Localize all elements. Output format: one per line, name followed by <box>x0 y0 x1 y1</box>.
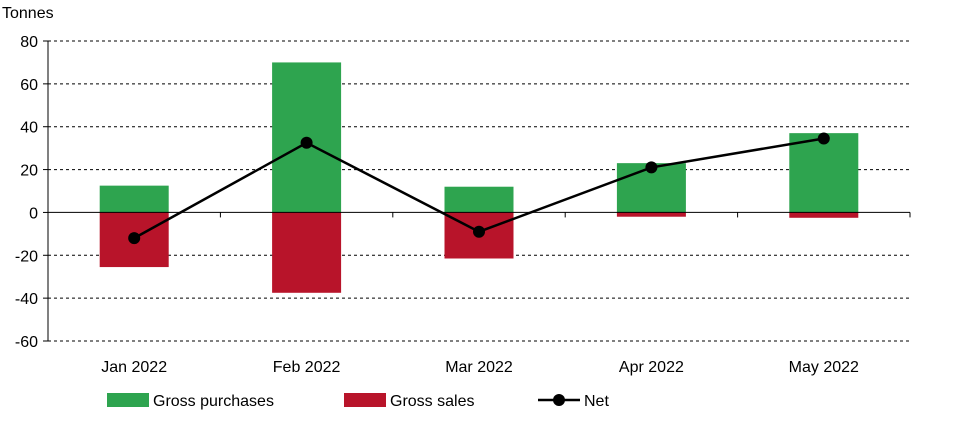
bar-gross-sales <box>272 212 342 293</box>
net-line <box>128 132 830 245</box>
net-point <box>128 232 141 245</box>
y-axis-ticks: 80 60 40 20 0 -20 -40 -60 <box>15 34 48 351</box>
net-point <box>645 161 658 174</box>
bar-gross-sales <box>789 212 859 218</box>
axes <box>47 41 911 341</box>
x-tick-label: May 2022 <box>789 359 859 376</box>
legend-label-gross-sales: Gross sales <box>390 393 474 410</box>
bars <box>99 62 859 293</box>
x-tick-label: Feb 2022 <box>273 359 341 376</box>
bar-gross-purchases <box>789 133 859 213</box>
net-point <box>817 132 830 145</box>
y-tick-label: 60 <box>20 77 38 94</box>
y-axis-label: Tonnes <box>2 5 54 22</box>
legend-swatch-gross-sales <box>344 393 386 407</box>
bar-gross-sales <box>616 212 686 217</box>
y-tick-label: 0 <box>29 205 38 222</box>
x-tick-label: Jan 2022 <box>101 359 167 376</box>
legend-label-net: Net <box>584 393 609 410</box>
legend-swatch-gross-purchases <box>107 393 149 407</box>
x-tick-label: Mar 2022 <box>445 359 513 376</box>
y-tick-label: -20 <box>15 248 38 265</box>
bar-gross-purchases <box>444 186 514 213</box>
legend-label-gross-purchases: Gross purchases <box>153 393 274 410</box>
x-axis-labels: Jan 2022 Feb 2022 Mar 2022 Apr 2022 May 2022 <box>101 359 859 376</box>
y-tick-label: 20 <box>20 163 38 180</box>
net-point <box>473 225 485 238</box>
y-tick-label: 40 <box>20 120 38 137</box>
bar-gross-purchases <box>99 185 169 213</box>
legend-swatch-net-marker <box>553 394 565 406</box>
x-tick-label: Apr 2022 <box>619 359 684 376</box>
y-tick-label: -40 <box>15 291 38 308</box>
y-tick-label: -60 <box>15 334 38 351</box>
net-point <box>300 136 313 149</box>
y-tick-label: 80 <box>20 34 38 51</box>
legend: Gross purchases Gross sales Net <box>107 393 609 410</box>
